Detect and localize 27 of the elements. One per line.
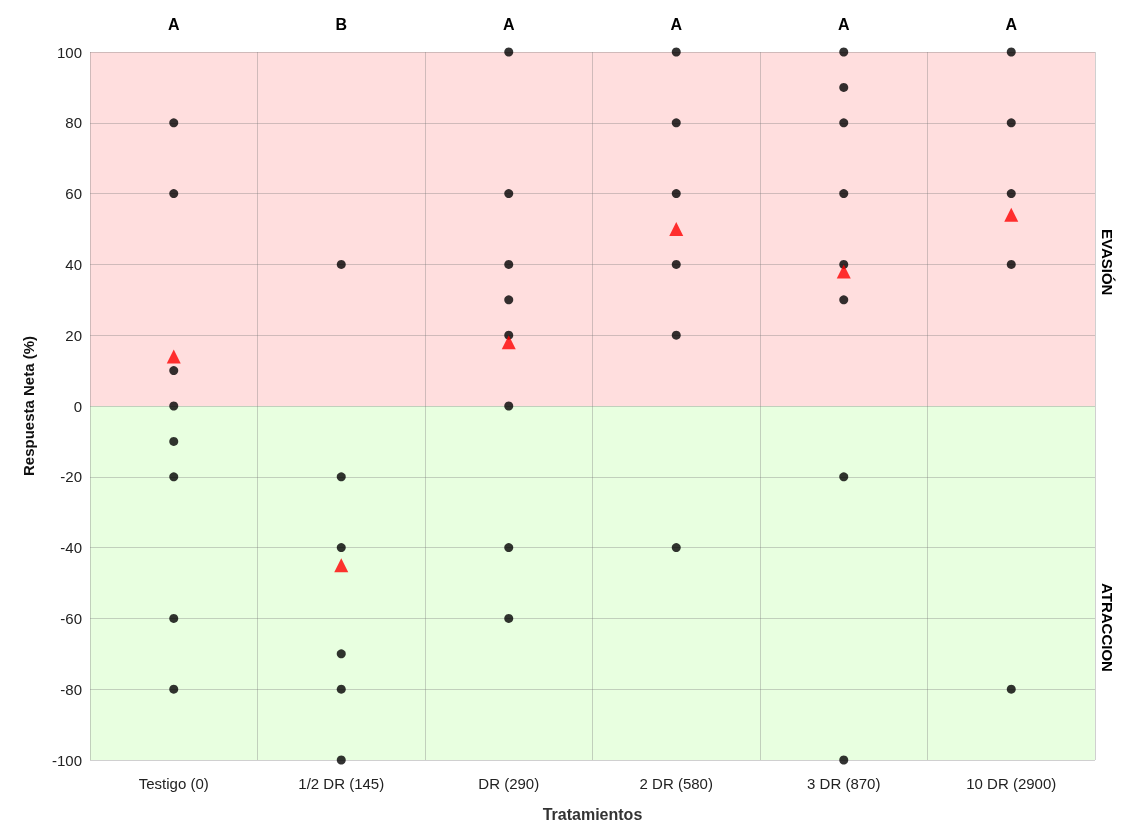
text: A xyxy=(670,15,683,33)
text: A xyxy=(837,15,850,33)
x-tick-label: 1/2 DR (145) xyxy=(298,775,385,792)
y-tick-label: 0 xyxy=(73,397,82,415)
x-tick-label: Testigo (0) xyxy=(138,775,209,792)
y-tick-label: -40 xyxy=(60,539,82,557)
x-axis-title: Tratamientos xyxy=(542,805,643,823)
y-tick-label: 40 xyxy=(65,255,82,273)
x-tick-label: DR (290) xyxy=(478,775,540,792)
text: B xyxy=(335,15,348,33)
y-tick-label: -100 xyxy=(51,751,82,769)
y-tick-label: -20 xyxy=(60,468,82,486)
y-tick-label: 20 xyxy=(65,326,82,344)
text: A xyxy=(502,15,515,33)
y-axis-title: Respuesta Neta (%) xyxy=(20,335,37,477)
band-label: ATRACCION xyxy=(1098,583,1116,672)
x-tick-label: 2 DR (580) xyxy=(639,775,713,792)
y-tick-label: -60 xyxy=(60,609,82,627)
y-tick-label: 80 xyxy=(65,114,82,132)
y-tick-label: 60 xyxy=(65,185,82,203)
x-tick-label: 3 DR (870) xyxy=(807,775,881,792)
text: A xyxy=(167,15,180,33)
text: A xyxy=(1005,15,1018,33)
x-tick-label: 10 DR (2900) xyxy=(966,775,1057,792)
y-tick-label: 100 xyxy=(56,43,82,61)
y-tick-label: -80 xyxy=(60,680,82,698)
band-label: EVASIÓN xyxy=(1098,229,1116,296)
